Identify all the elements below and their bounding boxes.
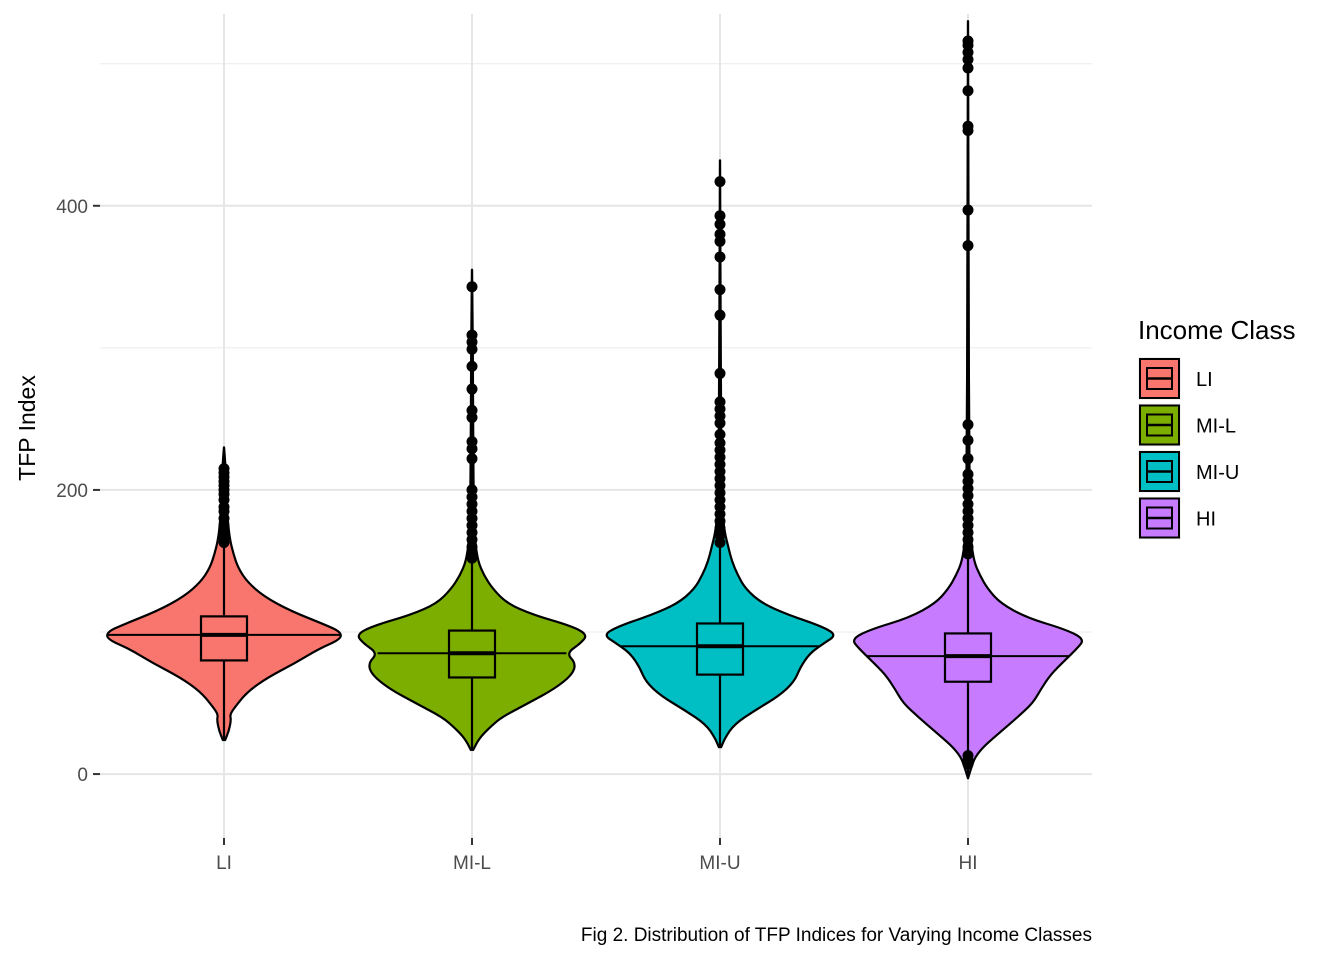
y-tick-label-400: 400 (56, 197, 88, 218)
y-tick-label-0: 0 (77, 765, 88, 786)
violin-group-LI (106, 446, 342, 742)
outlier-point-MI-L-20 (466, 329, 478, 341)
outlier-point-MI-U-20 (714, 367, 726, 379)
outlier-point-HI-22 (962, 85, 974, 97)
outlier-point-HI-16 (962, 434, 974, 446)
outlier-point-HI-23 (962, 62, 974, 74)
outlier-point-MI-U-21 (714, 309, 726, 321)
legend-label-HI: HI (1196, 509, 1216, 531)
x-tick-label-HI: HI (959, 853, 978, 874)
box-MI-U (695, 622, 745, 676)
legend-title: Income Class (1138, 315, 1296, 345)
legend: Income Class LI MI-L MI-U HI (1138, 315, 1296, 540)
legend-item-MI-U: MI-U (1138, 450, 1239, 493)
y-axis-title: TFP Index (14, 375, 40, 481)
legend-label-MI-L: MI-L (1196, 416, 1236, 438)
outlier-point-MI-L-21 (466, 281, 478, 293)
outlier-point-MI-U-25 (714, 228, 726, 240)
violin-layer (106, 20, 1083, 780)
outlier-point-MI-U-14 (714, 437, 726, 449)
outlier-point-MI-L-11 (466, 453, 478, 465)
outlier-point-LI-14 (218, 463, 230, 475)
outlier-point-HI-2 (962, 750, 974, 762)
outlier-point-HI-14 (962, 468, 974, 480)
outlier-point-HI-27 (962, 35, 974, 47)
outlier-point-HI-19 (962, 204, 974, 216)
legend-item-HI: HI (1138, 496, 1216, 540)
x-tick-label-LI: LI (216, 853, 232, 874)
outlier-point-HI-18 (962, 240, 974, 252)
legend-label-LI: LI (1196, 369, 1213, 391)
outlier-point-HI-10 (962, 498, 974, 510)
outlier-point-HI-15 (962, 453, 974, 465)
outlier-point-MI-U-27 (714, 210, 726, 222)
outlier-point-MI-L-13 (466, 436, 478, 448)
legend-item-LI: LI (1138, 357, 1213, 400)
outlier-point-HI-21 (962, 120, 974, 132)
outlier-point-MI-L-15 (466, 404, 478, 416)
legend-label-MI-U: MI-U (1196, 462, 1239, 484)
outlier-point-MI-L-16 (466, 383, 478, 395)
x-tick-label-MI-U: MI-U (699, 853, 740, 874)
outlier-point-MI-U-15 (714, 429, 726, 441)
outlier-point-MI-U-22 (714, 284, 726, 296)
legend-item-MI-L: MI-L (1138, 403, 1236, 447)
x-tick-label-MI-L: MI-L (453, 853, 491, 874)
outlier-point-MI-U-28 (714, 176, 726, 188)
outlier-point-HI-17 (962, 419, 974, 431)
y-axis: 0 200 400 (56, 197, 100, 786)
violin-group-HI (853, 20, 1083, 780)
outlier-point-MI-L-17 (466, 360, 478, 372)
y-tick-label-200: 200 (56, 481, 88, 502)
violin-group-MI-U (605, 159, 835, 749)
x-axis: LI MI-L MI-U HI (216, 838, 978, 874)
box-LI (199, 615, 249, 662)
outlier-point-MI-U-26 (714, 218, 726, 230)
violin-group-MI-L (357, 268, 587, 751)
outlier-point-MI-L-10 (466, 484, 478, 496)
outlier-point-MI-U-23 (714, 251, 726, 263)
outlier-point-MI-U-19 (714, 396, 726, 408)
chart-caption: Fig 2. Distribution of TFP Indices for V… (581, 925, 1092, 946)
